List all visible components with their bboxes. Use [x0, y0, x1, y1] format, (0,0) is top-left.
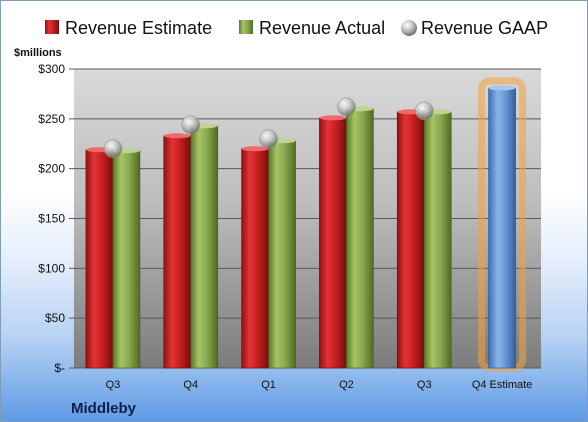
bar-actual	[190, 125, 219, 369]
bar-estimate	[396, 111, 425, 369]
gaap-marker	[415, 101, 434, 121]
bar-estimate	[319, 117, 347, 369]
bar-top	[163, 133, 191, 139]
x-tick-label: Q2	[339, 379, 354, 391]
y-tick-label: $50	[45, 311, 65, 325]
legend-marker	[401, 20, 417, 36]
bar-estimate	[85, 149, 114, 369]
y-tick-label: $200	[38, 162, 65, 176]
x-tick-label: Q4	[183, 379, 198, 391]
legend-swatch	[239, 20, 253, 34]
bar-estimate	[241, 148, 269, 369]
bar-actual	[423, 111, 452, 369]
bar-actual	[112, 150, 141, 369]
bar-top	[241, 146, 269, 152]
bar-actual	[268, 140, 296, 369]
company-name: Middleby	[71, 400, 137, 417]
bar-top	[319, 115, 347, 121]
y-tick-label: $100	[38, 261, 65, 275]
bar-estimate	[163, 135, 192, 369]
gaap-marker	[337, 97, 356, 117]
gaap-marker	[259, 129, 278, 149]
gaap-marker	[103, 139, 123, 158]
legend-label: Revenue Actual	[259, 18, 385, 38]
legend-label: Revenue Estimate	[65, 18, 212, 38]
y-unit-label: $millions	[14, 47, 62, 59]
x-tick-label: Q1	[261, 379, 276, 391]
y-tick-label: $150	[38, 212, 65, 226]
legend-label: Revenue GAAP	[421, 18, 548, 38]
x-tick-label: Q3	[417, 379, 432, 391]
bar-actual	[346, 108, 374, 369]
x-tick-label: Q4 Estimate	[472, 379, 533, 391]
y-tick-label: $-	[54, 361, 65, 375]
bar-estimate-highlight	[488, 87, 516, 369]
y-tick-label: $250	[38, 112, 65, 126]
gaap-marker	[181, 115, 200, 135]
y-tick-label: $300	[38, 62, 65, 76]
bar-top	[488, 85, 516, 91]
x-tick-label: Q3	[106, 379, 121, 391]
legend-swatch	[45, 20, 59, 34]
